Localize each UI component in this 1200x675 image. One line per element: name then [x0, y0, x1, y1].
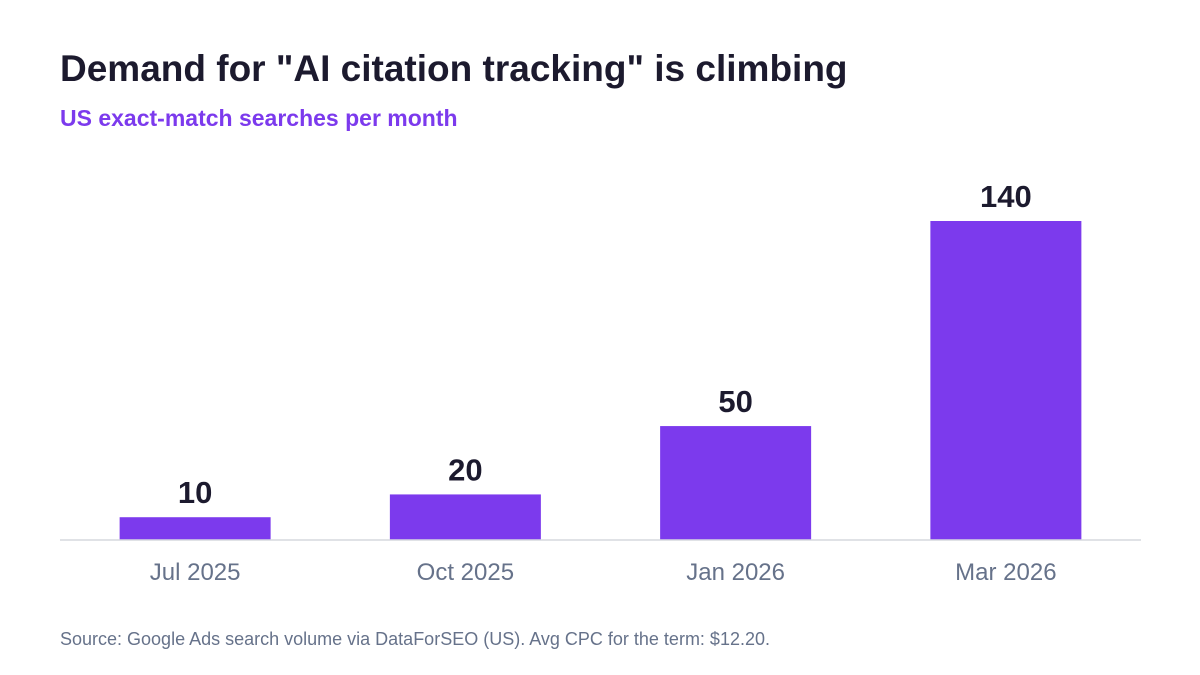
x-tick-label: Oct 2025: [417, 559, 514, 586]
bars-layer: [119, 221, 1082, 540]
x-tick-label: Jan 2026: [686, 559, 785, 586]
chart-subtitle: US exact-match searches per month: [60, 105, 458, 131]
bar-jan-2026: [660, 426, 812, 540]
value-label: 50: [718, 384, 752, 419]
bar-mar-2026: [930, 221, 1082, 540]
bar-oct-2025: [389, 494, 541, 540]
value-label: 140: [980, 179, 1032, 214]
value-labels-layer: 10 20 50 140: [178, 179, 1032, 510]
x-tick-labels-layer: Jul 2025 Oct 2025 Jan 2026 Mar 2026: [150, 559, 1057, 586]
x-tick-label: Jul 2025: [150, 559, 241, 586]
x-tick-label: Mar 2026: [955, 559, 1056, 586]
value-label: 20: [448, 452, 482, 487]
source-note: Source: Google Ads search volume via Dat…: [60, 629, 770, 649]
value-label: 10: [178, 475, 212, 510]
bar-jul-2025: [119, 517, 271, 540]
chart-title: Demand for "AI citation tracking" is cli…: [60, 48, 848, 89]
